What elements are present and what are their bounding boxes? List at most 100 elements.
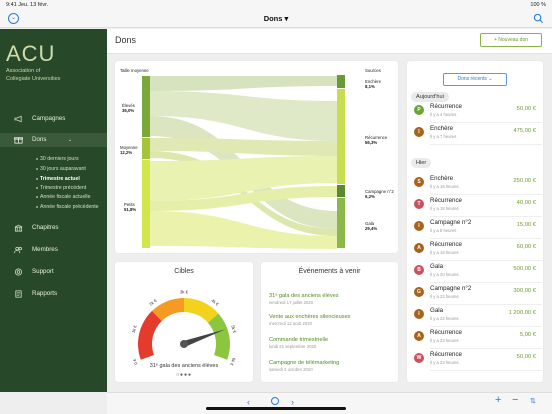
add-icon[interactable]: +	[495, 394, 502, 406]
recent-donations-button[interactable]: Dons récents ⌄	[443, 73, 507, 86]
row-divider	[430, 348, 542, 349]
donation-source: Campagne n°2	[430, 219, 472, 226]
row-divider	[430, 216, 542, 217]
donation-time: Il y a 23 heures	[430, 338, 459, 343]
donation-time: Il y a 18 heures	[430, 206, 459, 211]
event-item[interactable]: 31ᵉ gala des anciens élèves vendredi 17 j…	[269, 293, 339, 305]
targets-title: Cibles	[174, 268, 194, 275]
donation-source: Campagne n°2	[430, 285, 472, 292]
sidebar-item-chapitres[interactable]: Chapitres	[0, 221, 107, 235]
donation-amount: 50,00 €	[516, 354, 536, 360]
avatar: B	[414, 265, 424, 275]
status-bar: 9:41 Jeu. 13 févr. 100 %	[0, 0, 552, 10]
status-time: 9:41 Jeu. 13 févr.	[6, 2, 49, 8]
home-indicator	[206, 407, 346, 410]
avatar: S	[414, 177, 424, 187]
more-options-button[interactable]: ⌄	[8, 13, 19, 24]
megaphone-icon	[14, 115, 22, 123]
event-item[interactable]: Vente aux enchères silencieuses mercredi …	[269, 314, 351, 326]
page-title: Dons	[115, 35, 137, 45]
donation-row[interactable]: W Récurrence Il y a 23 heures 50,00 €	[407, 349, 542, 371]
donation-source: Enchère	[430, 125, 454, 132]
sub-item-previous-quarter[interactable]: Trimestre précédent	[35, 185, 87, 191]
flow-moyenne-recurrence	[150, 138, 337, 156]
donation-amount: 15,00 €	[516, 222, 536, 228]
today-circle-icon[interactable]	[271, 397, 279, 405]
label-recurrence: Récurrence 56,3%	[365, 135, 388, 145]
sidebar-item-rapports[interactable]: Rapports	[0, 287, 107, 301]
chevron-right-icon[interactable]: ›	[291, 397, 294, 407]
building-icon	[14, 224, 23, 232]
status-battery: 100 %	[530, 2, 546, 8]
sub-item-30-days-before[interactable]: 30 jours auparavant	[36, 166, 86, 172]
sidebar-item-membres[interactable]: Membres	[0, 243, 107, 257]
sidebar-item-dons[interactable]: Dons ⌄	[0, 133, 107, 147]
flow-petits-gala	[150, 211, 337, 249]
donation-row[interactable]: A Récurrence Il y a 19 heures 60,00 €	[407, 239, 542, 261]
sub-item-previous-fiscal-year[interactable]: Année fiscale précédente	[36, 204, 99, 210]
sidebar-item-campagnes[interactable]: Campagnes	[0, 112, 107, 126]
lifebuoy-icon	[14, 268, 23, 276]
sidebar-item-support[interactable]: Support	[0, 265, 107, 279]
event-item[interactable]: Campagne de télémarketing samedi 3 octobr…	[269, 360, 340, 372]
event-item[interactable]: Commande trimestrielle lundi 21 septembre…	[269, 337, 329, 349]
sub-item-current-quarter[interactable]: Trimestre actuel	[36, 176, 80, 182]
donation-amount: 1 200,00 €	[508, 310, 536, 316]
row-divider	[430, 326, 542, 327]
donation-time: Il y a 8 heures	[430, 228, 457, 233]
label-campagne: Campagne n°2 6,2%	[365, 189, 394, 199]
node-gala	[337, 198, 345, 248]
gauge-tick-label: 5k €	[230, 325, 237, 335]
gauge-tick-label: 3k €	[180, 290, 189, 295]
sankey-left-title: Taille moyenne	[120, 68, 149, 73]
donation-amount: 40,00 €	[516, 200, 536, 206]
donation-row[interactable]: T Récurrence Il y a 18 heures 40,00 €	[407, 195, 542, 217]
sub-item-current-fiscal-year[interactable]: Année fiscale actuelle	[35, 194, 91, 200]
donation-time: Il y a 20 heures	[430, 272, 459, 277]
node-enchere	[337, 75, 345, 88]
search-icon[interactable]	[533, 13, 544, 24]
donation-time: Il y a 22 heures	[430, 294, 459, 299]
row-divider	[430, 304, 542, 305]
donation-time: Il y a 23 heures	[430, 360, 459, 365]
donation-row[interactable]: G Campagne n°2 Il y a 22 heures 300,00 €	[407, 283, 542, 305]
row-divider	[430, 370, 542, 371]
donation-time: Il y a 16 heures	[430, 184, 459, 189]
avatar: W	[414, 353, 424, 363]
sub-item-30-days[interactable]: 30 derniers jours	[36, 156, 79, 162]
section-today: Aujourd'hui	[411, 92, 449, 102]
flow-petits-campagne	[150, 186, 337, 211]
page-dots[interactable]: ○●●●	[175, 372, 193, 378]
donation-source: Récurrence	[430, 329, 462, 336]
chevron-left-icon[interactable]: ‹	[247, 397, 250, 407]
donation-amount: 475,00 €	[513, 128, 536, 134]
donation-amount: 50,00 €	[516, 106, 536, 112]
gauge-tick-label: 6k €	[229, 357, 237, 367]
row-divider	[430, 260, 542, 261]
new-donation-button[interactable]: + Nouveau don	[480, 33, 542, 47]
nav-title[interactable]: Dons ▾	[263, 14, 289, 23]
flow-eleves-recurrence	[150, 91, 337, 141]
donation-row[interactable]: S Enchère Il y a 16 heures 250,00 €	[407, 173, 542, 195]
donation-row[interactable]: P Récurrence Il y a 4 heures 50,00 €	[407, 101, 542, 123]
avatar: I	[414, 221, 424, 231]
donation-row[interactable]: I Campagne n°2 Il y a 8 heures 15,00 €	[407, 217, 542, 239]
donation-row[interactable]: A Récurrence Il y a 23 heures 5,00 €	[407, 327, 542, 349]
node-eleves	[142, 76, 150, 137]
donation-row[interactable]: B Gala Il y a 20 heures 500,00 €	[407, 261, 542, 283]
donation-amount: 250,00 €	[513, 178, 536, 184]
donation-source: Récurrence	[430, 241, 462, 248]
donation-row[interactable]: I Gala Il y a 22 heures 1 200,00 €	[407, 305, 542, 327]
gauge-tick-label: 2k €	[148, 298, 158, 307]
donation-time: Il y a 22 heures	[430, 316, 459, 321]
gauge-segment	[152, 298, 184, 321]
minus-icon[interactable]: −	[512, 394, 519, 406]
sort-icon[interactable]: ⇅	[530, 398, 536, 405]
sankey-diagram	[142, 75, 345, 249]
chevron-down-icon: ⌄	[68, 137, 73, 143]
donation-amount: 300,00 €	[513, 288, 536, 294]
events-card: Événements à venir 31ᵉ gala des anciens …	[261, 262, 398, 382]
donation-row[interactable]: I Enchère Il y a 7 heures 475,00 €	[407, 123, 542, 145]
donation-source: Récurrence	[430, 351, 462, 358]
gauge-hub	[180, 340, 188, 348]
